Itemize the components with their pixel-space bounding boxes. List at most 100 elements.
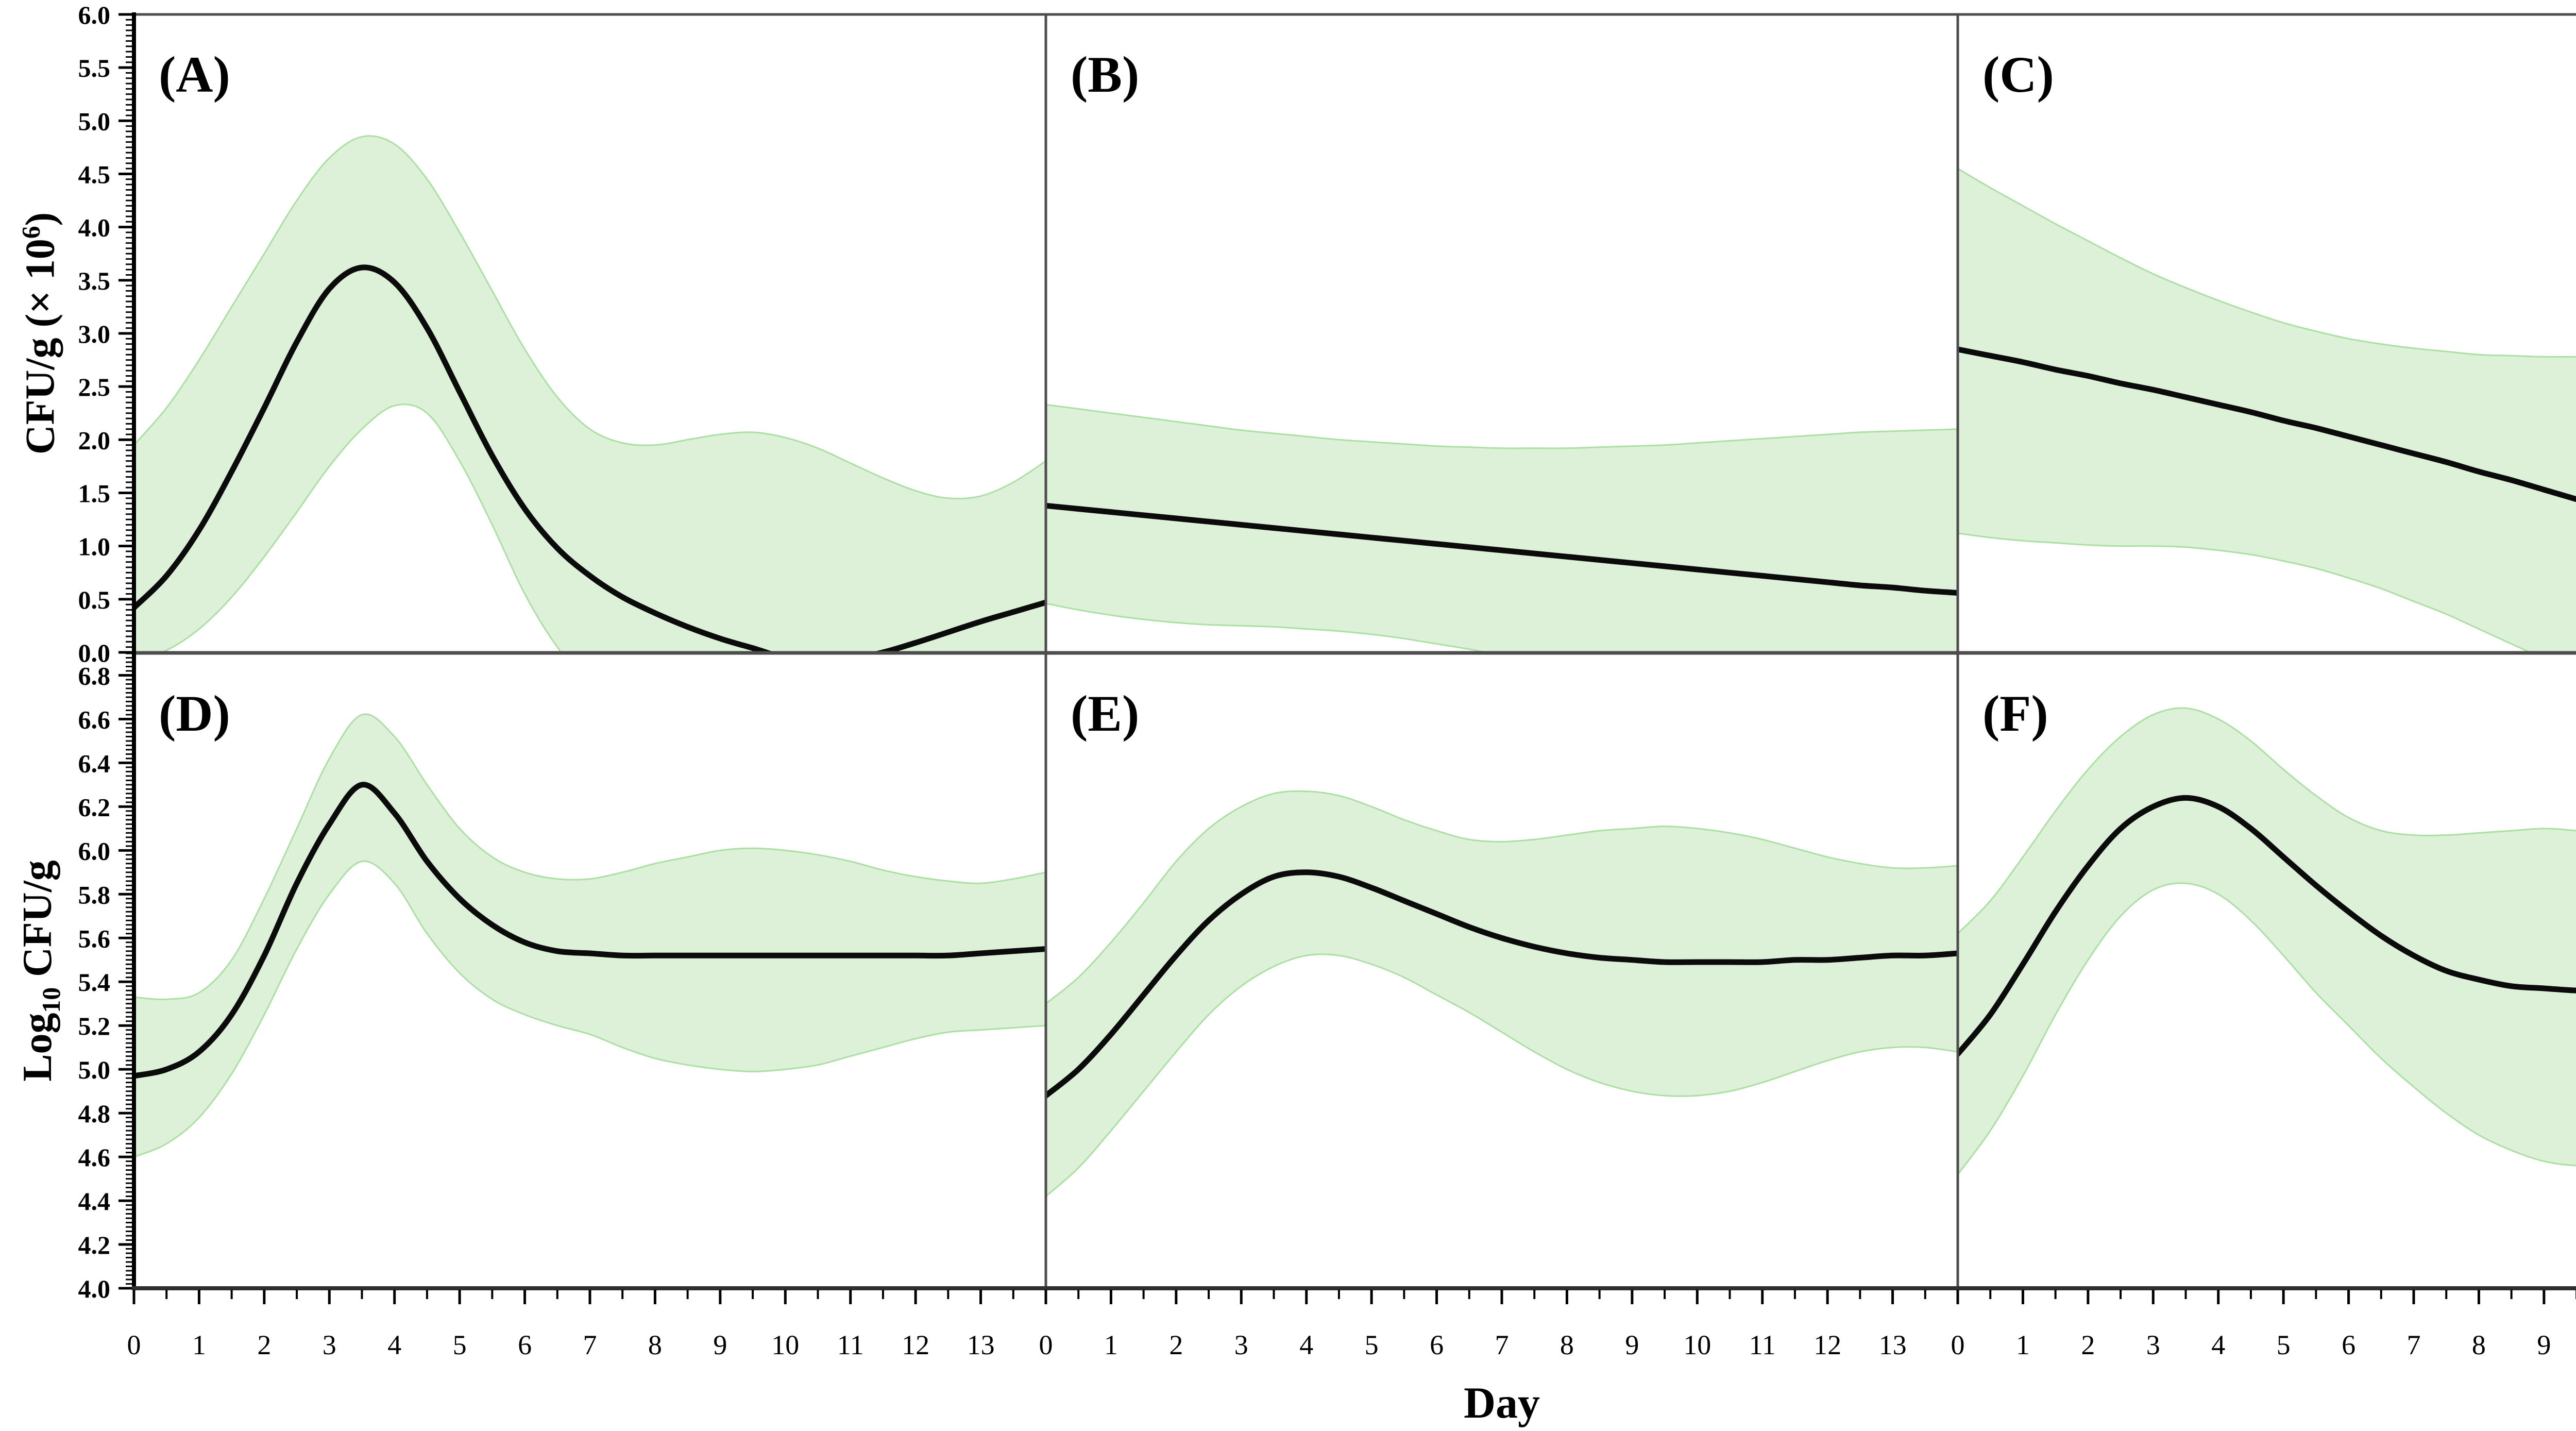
- panel-label: (C): [1982, 46, 2054, 103]
- x-tick-label: 0: [1951, 1329, 1965, 1360]
- band-lower-edge: [1958, 532, 2532, 652]
- panel-B: [1046, 403, 1958, 652]
- y-tick-label: 6.8: [78, 661, 111, 690]
- y-tick-label: 2.0: [78, 426, 111, 454]
- x-tick-label: 13: [1879, 1329, 1907, 1360]
- x-tick-label: 0: [127, 1329, 141, 1360]
- y-axis-title-bottom-unit: CFU/g: [15, 860, 60, 987]
- fit-curve: [1958, 346, 2576, 502]
- x-axis-title: Day: [1463, 1378, 1540, 1427]
- x-tick-label: 9: [713, 1329, 727, 1360]
- x-tick-label: 2: [257, 1329, 271, 1360]
- y-axis-title-bottom-subscript: 10: [37, 987, 65, 1013]
- y-tick-label: 1.5: [78, 479, 111, 508]
- y-tick-label: 5.0: [78, 1055, 111, 1084]
- band-upper-edge: [1046, 790, 1958, 1004]
- fit-curve: [134, 782, 1046, 1079]
- confidence-band: [1958, 169, 2576, 652]
- y-tick-label: 1.0: [78, 532, 111, 561]
- x-tick-label: 6: [518, 1329, 532, 1360]
- x-tick-label: 7: [1495, 1329, 1509, 1360]
- band-lower-edge: [1046, 602, 1490, 652]
- x-tick-label: 11: [837, 1329, 864, 1360]
- x-tick-label: 9: [1625, 1329, 1639, 1360]
- panel-A: [134, 135, 1046, 652]
- x-tick-label: 11: [1749, 1329, 1776, 1360]
- y-tick-label: 6.4: [78, 749, 111, 778]
- y-axis-title-top-text: CFU/g (× 10: [18, 239, 63, 455]
- y-tick-label: 6.0: [78, 1, 111, 29]
- y-tick-label: 0.0: [78, 638, 111, 667]
- x-tick-label: 7: [583, 1329, 597, 1360]
- panel-label: (D): [159, 685, 230, 742]
- x-tick-label: 8: [1560, 1329, 1574, 1360]
- y-tick-label: 5.0: [78, 107, 111, 136]
- confidence-band: [134, 714, 1046, 1157]
- y-tick-label: 4.6: [78, 1143, 111, 1172]
- x-tick-label: 8: [2472, 1329, 2486, 1360]
- y-axis-bottom: 4.0 4.2 4.4 4.6 4.8 5.0 5.2 5.4 5.6 5.8 6.0 6.2 6.4 6…: [78, 651, 136, 1303]
- y-tick-label: 6.6: [78, 705, 111, 734]
- band-upper-edge: [1046, 403, 1958, 449]
- x-tick-label: 2: [2081, 1329, 2095, 1360]
- y-tick-label: 5.4: [78, 968, 111, 997]
- y-tick-label: 5.6: [78, 924, 111, 953]
- x-tick-label: 1: [192, 1329, 206, 1360]
- x-tick-label: 1: [1104, 1329, 1118, 1360]
- y-axis-title-top: CFU/g (× 106): [16, 212, 64, 454]
- band-lower-edge: [1046, 953, 1958, 1197]
- band-lower-edge: [134, 860, 1046, 1158]
- panel-E: [1046, 790, 1958, 1197]
- panel-C: [1958, 167, 2576, 652]
- x-tick-label: 5: [2277, 1329, 2291, 1360]
- confidence-band: [1046, 791, 1958, 1197]
- x-tick-label: 2: [1169, 1329, 1183, 1360]
- y-axis-title-bottom: Log10 CFU/g: [14, 860, 66, 1082]
- x-tick-label: 1: [2016, 1329, 2030, 1360]
- confidence-band: [1958, 708, 2576, 1175]
- panel-label: (A): [159, 46, 230, 103]
- band-upper-edge: [134, 713, 1046, 1000]
- panel-label: (E): [1071, 685, 1139, 742]
- x-tick-label: 9: [2537, 1329, 2551, 1360]
- y-axis-title-bottom-text: Log: [15, 1013, 60, 1082]
- x-tick-label: 6: [1430, 1329, 1444, 1360]
- x-tick-label: 5: [1365, 1329, 1379, 1360]
- confidence-band: [1046, 405, 1958, 652]
- x-tick-label: 0: [1039, 1329, 1053, 1360]
- x-tick-label: 3: [1234, 1329, 1248, 1360]
- panel-D: [134, 713, 1046, 1158]
- y-tick-label: 6.2: [78, 793, 111, 821]
- fit-curve: [1046, 869, 1958, 1099]
- x-tick-label: 5: [453, 1329, 467, 1360]
- y-tick-label: 4.5: [78, 160, 111, 189]
- band-upper-edge: [134, 135, 1046, 500]
- x-tick-label: 12: [902, 1329, 929, 1360]
- y-axis-title-top-close: ): [18, 212, 63, 226]
- x-tick-label: 7: [2407, 1329, 2421, 1360]
- x-tick-label: 3: [2146, 1329, 2160, 1360]
- x-axis: 0 1 2 3 4 5 6 7 8 9 10 11 12 13 0 1 2 3 4 5 6 7 8 9 10 11 12 13 0 1 2 3…: [127, 1286, 2576, 1360]
- y-tick-label: 2.5: [78, 373, 111, 401]
- y-tick-label: 5.2: [78, 1012, 111, 1040]
- y-tick-label: 4.2: [78, 1231, 111, 1259]
- y-tick-label: 0.5: [78, 585, 111, 614]
- panel-label: (F): [1982, 685, 2048, 742]
- x-tick-label: 4: [1299, 1329, 1313, 1360]
- x-tick-label: 10: [771, 1329, 799, 1360]
- fit-curve: [1958, 795, 2576, 1057]
- fit-curve: [134, 264, 1046, 652]
- x-tick-label: 6: [2342, 1329, 2355, 1360]
- panel-F: [1958, 707, 2576, 1175]
- y-tick-label: 4.0: [78, 1274, 111, 1303]
- y-tick-label: 4.4: [78, 1187, 111, 1216]
- x-tick-label: 3: [323, 1329, 336, 1360]
- band-lower-edge: [1958, 882, 2576, 1175]
- y-tick-label: 6.0: [78, 836, 111, 865]
- x-tick-label: 10: [1683, 1329, 1711, 1360]
- y-tick-label: 4.8: [78, 1099, 111, 1128]
- y-tick-label: 5.8: [78, 880, 111, 909]
- x-tick-label: 4: [2211, 1329, 2225, 1360]
